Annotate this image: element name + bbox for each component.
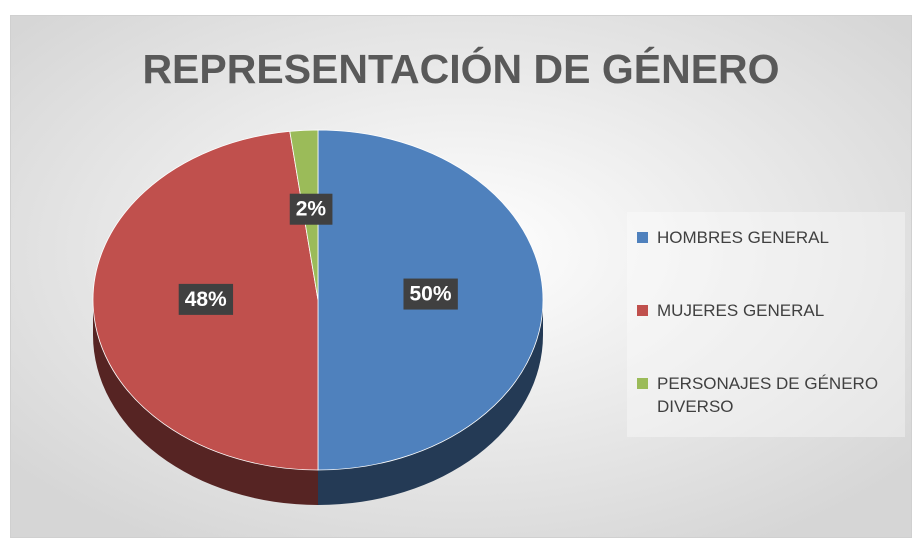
data-label-box [178, 283, 234, 315]
data-label-text: 50% [409, 283, 451, 306]
data-label-box [403, 278, 458, 310]
data-label: 2% [289, 193, 333, 225]
data-label: 48% [178, 283, 234, 315]
legend-label: HOMBRES GENERAL [657, 228, 829, 247]
legend-swatch [637, 378, 648, 389]
legend-item: MUJERES GENERAL [637, 299, 895, 322]
data-label: 50% [403, 278, 458, 310]
data-label-box [289, 193, 333, 225]
legend-item: PERSONAJES DE GÉNERO DIVERSO [637, 372, 895, 418]
legend-swatch [637, 232, 648, 243]
legend-label: PERSONAJES DE GÉNERO DIVERSO [657, 374, 879, 416]
chart-title: REPRESENTACIÓN DE GÉNERO [142, 46, 779, 92]
legend-item: HOMBRES GENERAL [637, 226, 895, 249]
legend-swatch [637, 305, 648, 316]
data-label-text: 2% [296, 198, 327, 221]
legend: HOMBRES GENERAL MUJERES GENERAL PERSONAJES… [627, 212, 905, 437]
legend-label: MUJERES GENERAL [657, 301, 825, 320]
data-label-text: 48% [185, 288, 227, 311]
